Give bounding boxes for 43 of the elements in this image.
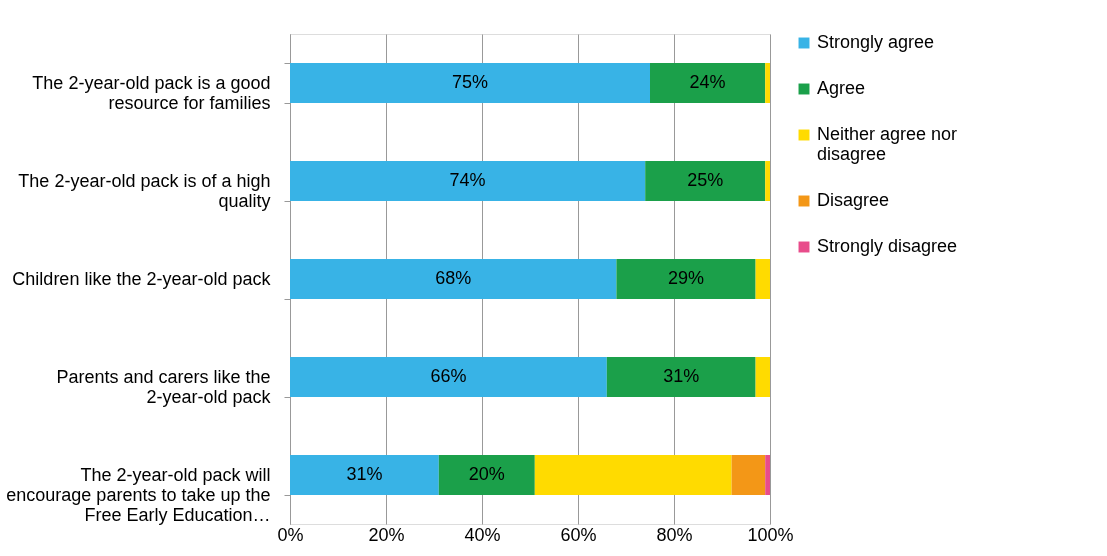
bar [650, 63, 766, 103]
bar [290, 63, 650, 103]
data-label: 24% [689, 72, 726, 92]
data-label: 25% [687, 170, 724, 190]
bar [645, 161, 766, 201]
bar [765, 161, 770, 201]
data-label: 75% [451, 72, 489, 92]
bar [755, 259, 770, 299]
legend-label: Agree [817, 78, 866, 98]
data-label: 29% [667, 268, 705, 288]
legend-label: Neither agree nor disagree [817, 124, 958, 164]
x-tick-label: 20% [368, 524, 405, 545]
bar [534, 455, 732, 495]
legend-label: Strongly disagree [817, 236, 958, 256]
bar [765, 455, 770, 495]
data-label: 20% [468, 464, 505, 484]
bar [290, 161, 646, 201]
data-label: 31% [663, 366, 700, 386]
bar [731, 455, 766, 495]
data-label: 74% [449, 170, 486, 190]
y-tick-label: The 2-year-old pack is of a high quality [18, 170, 271, 211]
bar [438, 455, 535, 495]
bar [606, 357, 756, 397]
bar [290, 259, 617, 299]
y-tick-label: The 2-year-old pack will encourage parents to take up the Free Early Education… [6, 464, 271, 525]
x-tick-label: 60% [560, 524, 597, 545]
bar [290, 455, 439, 495]
y-tick-label: The 2-year-old pack is a good resource for families [32, 72, 271, 113]
x-tick-label: 40% [464, 524, 501, 545]
data-label: 66% [430, 366, 467, 386]
data-label: 31% [346, 464, 383, 484]
bar [755, 357, 770, 397]
legend-label: Disagree [817, 190, 890, 210]
legend-label: Strongly agree [817, 32, 935, 52]
bar [616, 259, 756, 299]
x-tick-label: 100% [747, 524, 794, 545]
data-label: 68% [435, 268, 472, 288]
y-tick-label: Parents and carers like the 2-year-old pack [56, 366, 272, 407]
y-tick-label: Children like the 2-year-old pack [12, 268, 272, 289]
x-tick-label: 0% [277, 524, 304, 545]
x-tick-label: 80% [656, 524, 693, 545]
bar [290, 357, 607, 397]
bar [765, 63, 770, 103]
